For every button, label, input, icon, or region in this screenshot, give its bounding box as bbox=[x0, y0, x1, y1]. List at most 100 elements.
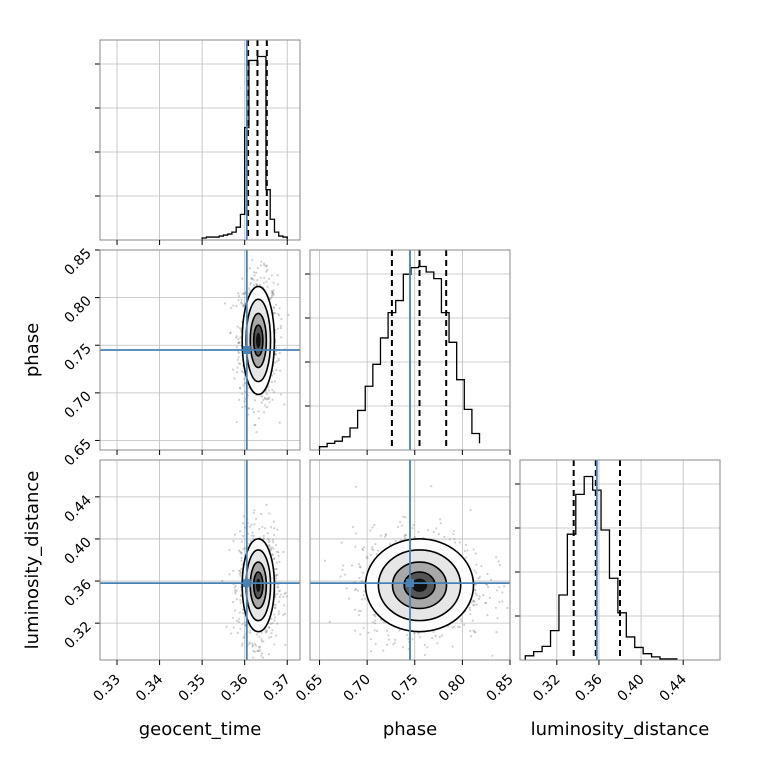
sample-point bbox=[250, 277, 253, 280]
sample-point bbox=[471, 619, 474, 622]
sample-point bbox=[255, 431, 258, 434]
x-ticks-phase: 0.65 0.70 0.75 0.80 0.85 bbox=[293, 660, 517, 705]
sample-point bbox=[258, 527, 261, 531]
sample-point bbox=[262, 281, 265, 284]
sample-point bbox=[233, 609, 237, 612]
sample-point bbox=[260, 631, 263, 634]
sample-point bbox=[475, 563, 478, 566]
sample-point bbox=[271, 293, 274, 297]
sample-point bbox=[277, 590, 280, 593]
sample-point bbox=[279, 369, 282, 372]
sample-point bbox=[239, 336, 242, 339]
sample-point bbox=[265, 406, 269, 409]
sample-point bbox=[242, 292, 245, 295]
sample-point bbox=[279, 326, 283, 330]
sample-point bbox=[253, 642, 257, 646]
sample-point bbox=[272, 281, 275, 284]
hist-y-ticks-phase bbox=[305, 273, 310, 407]
sample-point bbox=[347, 597, 351, 600]
sample-point bbox=[463, 550, 467, 553]
sample-point bbox=[274, 303, 278, 307]
sample-point bbox=[260, 395, 263, 398]
sample-point bbox=[252, 511, 255, 515]
sample-point bbox=[463, 623, 466, 626]
y-axis-label-phase: phase bbox=[22, 323, 43, 377]
density-phase-luminosity_distance bbox=[323, 485, 509, 657]
sample-point bbox=[275, 573, 278, 577]
sample-point bbox=[285, 595, 288, 598]
hist-y-ticks-luminosity_distance bbox=[515, 483, 520, 617]
sample-point bbox=[235, 619, 238, 622]
sample-point bbox=[267, 385, 270, 388]
sample-point bbox=[263, 276, 266, 279]
sample-point bbox=[382, 649, 385, 652]
sample-point bbox=[272, 390, 276, 394]
sample-point bbox=[268, 396, 271, 399]
sample-point bbox=[474, 592, 477, 595]
x-tick-label: 0.35 bbox=[176, 672, 209, 705]
sample-point bbox=[251, 642, 254, 645]
sample-point bbox=[231, 616, 234, 619]
sample-point bbox=[248, 641, 251, 644]
sample-point bbox=[243, 526, 247, 529]
sample-point bbox=[273, 643, 276, 646]
sample-point bbox=[279, 324, 282, 328]
sample-point bbox=[452, 625, 456, 628]
sample-point bbox=[371, 526, 374, 529]
sample-point bbox=[267, 397, 270, 401]
y-ticks-luminosity_distance: 0.32 0.36 0.40 0.44 bbox=[61, 492, 100, 652]
x-tick-label: 0.75 bbox=[388, 672, 421, 705]
sample-point bbox=[251, 643, 254, 647]
sample-point bbox=[469, 635, 473, 638]
sample-point bbox=[385, 643, 389, 647]
sample-point bbox=[240, 298, 243, 301]
sample-point bbox=[238, 341, 241, 345]
sample-point bbox=[264, 628, 267, 631]
sample-point bbox=[273, 527, 276, 530]
sample-point bbox=[436, 642, 439, 645]
sample-point bbox=[431, 636, 434, 640]
sample-point bbox=[262, 537, 265, 541]
sample-point bbox=[495, 589, 499, 592]
sample-point bbox=[430, 485, 433, 488]
sample-point bbox=[258, 635, 261, 638]
sample-point bbox=[278, 421, 281, 424]
sample-point bbox=[276, 585, 279, 589]
sample-point bbox=[277, 600, 281, 603]
sample-point bbox=[495, 556, 498, 559]
y-tick-label: 0.70 bbox=[61, 388, 94, 421]
sample-point bbox=[437, 532, 441, 536]
sample-point bbox=[242, 304, 245, 307]
sample-point bbox=[236, 358, 239, 362]
sample-point bbox=[383, 535, 387, 538]
sample-point bbox=[474, 588, 477, 592]
sample-point bbox=[277, 554, 280, 557]
sample-point bbox=[235, 597, 239, 601]
sample-point bbox=[362, 626, 365, 629]
truth-marker bbox=[406, 579, 414, 588]
sample-point bbox=[361, 547, 364, 550]
sample-point bbox=[239, 550, 242, 553]
sample-point bbox=[403, 535, 406, 538]
sample-point bbox=[345, 587, 348, 590]
sample-point bbox=[247, 407, 251, 410]
sample-point bbox=[277, 359, 280, 362]
sample-point bbox=[271, 292, 274, 295]
sample-point bbox=[369, 553, 372, 556]
y-tick-label: 0.32 bbox=[61, 619, 94, 652]
sample-point bbox=[249, 289, 252, 292]
sample-point bbox=[471, 604, 475, 607]
y-ticks-phase: 0.65 0.70 0.75 0.80 0.85 bbox=[61, 246, 100, 469]
sample-point bbox=[273, 372, 276, 375]
sample-point bbox=[242, 304, 245, 308]
sample-point bbox=[243, 621, 246, 624]
sample-point bbox=[283, 604, 286, 607]
sample-point bbox=[259, 264, 263, 267]
sample-point bbox=[238, 617, 241, 620]
sample-point bbox=[359, 566, 362, 569]
sample-point bbox=[270, 295, 273, 298]
sample-point bbox=[482, 593, 485, 597]
sample-point bbox=[354, 587, 357, 590]
sample-point bbox=[458, 625, 461, 629]
sample-point bbox=[231, 600, 235, 604]
